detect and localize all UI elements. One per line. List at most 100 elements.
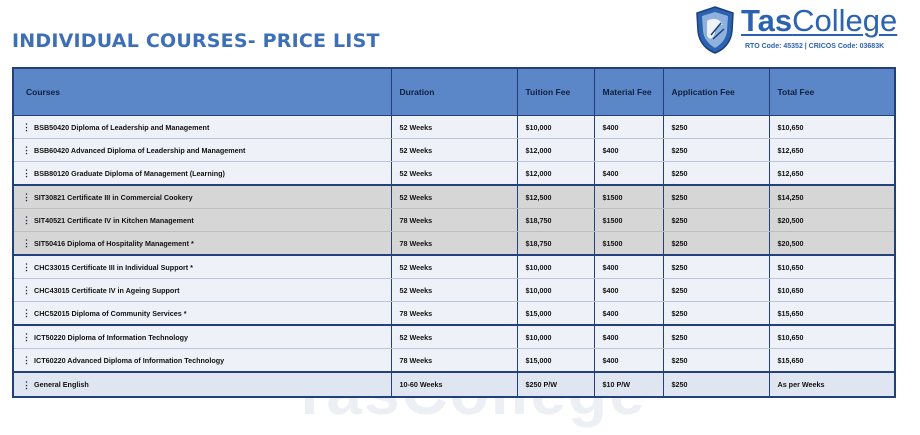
cell-tuition-fee: $15,000 <box>517 301 595 326</box>
cell-application-fee: $250 <box>663 161 770 186</box>
cell-duration: 78 Weeks <box>391 348 518 373</box>
cell-application-fee: $250 <box>663 371 770 396</box>
cell-total-fee: $10,650 <box>769 115 894 139</box>
cell-material-fee: $400 <box>594 115 664 139</box>
cell-tuition-fee: $10,000 <box>517 324 595 349</box>
table-row: ⋮ CHC33015 Certificate III in Individual … <box>14 254 894 279</box>
row-marker-icon: ⋮ <box>22 355 31 366</box>
cell-course: ⋮ ICT60220 Advanced Diploma of Informatio… <box>14 348 392 373</box>
cell-application-fee: $250 <box>663 301 770 326</box>
row-marker-icon: ⋮ <box>22 379 31 390</box>
cell-total-fee: $10,650 <box>769 324 894 349</box>
row-marker-icon: ⋮ <box>22 122 31 133</box>
cell-material-fee: $400 <box>594 301 664 326</box>
table-row: ⋮ SIT40521 Certificate IV in Kitchen Mana… <box>14 208 894 232</box>
cell-duration: 78 Weeks <box>391 231 518 256</box>
cell-total-fee: $12,650 <box>769 138 894 162</box>
logo-wordmark: TasCollege <box>741 3 898 38</box>
cell-tuition-fee: $10,000 <box>517 115 595 139</box>
column-header-courses: Courses <box>14 69 392 116</box>
course-name: CHC43015 Certificate IV in Ageing Suppor… <box>34 285 180 295</box>
cell-material-fee: $1500 <box>594 208 664 232</box>
cell-application-fee: $250 <box>663 231 770 256</box>
cell-duration: 78 Weeks <box>391 301 518 326</box>
cell-total-fee: $12,650 <box>769 161 894 186</box>
row-marker-icon: ⋮ <box>22 145 31 156</box>
course-name: BSB80120 Graduate Diploma of Management … <box>34 168 225 178</box>
cell-tuition-fee: $18,750 <box>517 208 595 232</box>
cell-duration: 52 Weeks <box>391 254 518 279</box>
cell-course: ⋮ BSB60420 Advanced Diploma of Leadership… <box>14 138 392 162</box>
cell-tuition-fee: $10,000 <box>517 278 595 302</box>
cell-course: ⋮ SIT40521 Certificate IV in Kitchen Mana… <box>14 208 392 232</box>
cell-course: ⋮ General English <box>14 371 392 396</box>
cell-application-fee: $250 <box>663 278 770 302</box>
row-marker-icon: ⋮ <box>22 262 31 273</box>
cell-course: ⋮ SIT50416 Diploma of Hospitality Managem… <box>14 231 392 256</box>
column-header-material-fee: Material Fee <box>594 69 664 116</box>
cell-application-fee: $250 <box>663 254 770 279</box>
cell-total-fee: $14,250 <box>769 184 894 209</box>
cell-duration: 52 Weeks <box>391 115 518 139</box>
course-name: BSB50420 Diploma of Leadership and Manag… <box>34 122 210 132</box>
column-header-duration: Duration <box>391 69 518 116</box>
registration-codes: RTO Code: 45352 | CRICOS Code: 03683K <box>745 43 885 50</box>
table-row: ⋮ BSB60420 Advanced Diploma of Leadership… <box>14 138 894 162</box>
course-name: ICT50220 Diploma of Information Technolo… <box>34 332 189 342</box>
cell-total-fee: $10,650 <box>769 254 894 279</box>
cell-duration: 52 Weeks <box>391 324 518 349</box>
cell-tuition-fee: $12,500 <box>517 184 595 209</box>
cell-tuition-fee: $15,000 <box>517 348 595 373</box>
table-row: ⋮ General English 10-60 Weeks $250 P/W $10 P… <box>14 371 894 396</box>
cell-application-fee: $250 <box>663 208 770 232</box>
cell-tuition-fee: $18,750 <box>517 231 595 256</box>
table-row: ⋮ CHC43015 Certificate IV in Ageing Suppo… <box>14 278 894 302</box>
course-name: General English <box>34 380 89 389</box>
cell-material-fee: $400 <box>594 254 664 279</box>
table-row: ⋮ SIT30821 Certificate III in Commercial … <box>14 184 894 209</box>
cell-course: ⋮ ICT50220 Diploma of Information Technol… <box>14 324 392 349</box>
row-marker-icon: ⋮ <box>22 238 31 249</box>
cell-application-fee: $250 <box>663 184 770 209</box>
cell-tuition-fee: $10,000 <box>517 254 595 279</box>
cell-application-fee: $250 <box>663 324 770 349</box>
cell-duration: 52 Weeks <box>391 278 518 302</box>
shield-crest-icon <box>696 6 734 54</box>
table-row: ⋮ ICT60220 Advanced Diploma of Informatio… <box>14 348 894 373</box>
row-marker-icon: ⋮ <box>22 285 31 296</box>
cell-material-fee: $400 <box>594 348 664 373</box>
cell-course: ⋮ SIT30821 Certificate III in Commercial … <box>14 184 392 209</box>
cell-total-fee: As per Weeks <box>769 371 894 396</box>
course-name: BSB60420 Advanced Diploma of Leadership … <box>34 145 246 155</box>
cell-total-fee: $15,650 <box>769 348 894 373</box>
cell-total-fee: $20,500 <box>769 208 894 232</box>
column-header-tuition-fee: Tuition Fee <box>517 69 595 116</box>
course-name: SIT50416 Diploma of Hospitality Manageme… <box>34 238 194 248</box>
row-marker-icon: ⋮ <box>22 332 31 343</box>
course-name: CHC33015 Certificate III in Individual S… <box>34 262 193 272</box>
cell-material-fee: $10 P/W <box>594 371 664 396</box>
course-name: ICT60220 Advanced Diploma of Information… <box>34 355 225 365</box>
cell-material-fee: $1500 <box>594 231 664 256</box>
cell-tuition-fee: $12,000 <box>517 138 595 162</box>
row-marker-icon: ⋮ <box>22 215 31 226</box>
course-name: SIT30821 Certificate III in Commercial C… <box>34 192 193 202</box>
cell-duration: 52 Weeks <box>391 138 518 162</box>
cell-tuition-fee: $250 P/W <box>517 371 595 396</box>
cell-duration: 52 Weeks <box>391 161 518 186</box>
column-header-total-fee: Total Fee <box>769 69 894 116</box>
cell-tuition-fee: $12,000 <box>517 161 595 186</box>
cell-application-fee: $250 <box>663 115 770 139</box>
cell-total-fee: $15,650 <box>769 301 894 326</box>
row-marker-icon: ⋮ <box>22 192 31 203</box>
college-logo: TasCollege RTO Code: 45352 | CRICOS Code… <box>693 3 903 55</box>
course-name: SIT40521 Certificate IV in Kitchen Manag… <box>34 215 194 225</box>
cell-duration: 52 Weeks <box>391 184 518 209</box>
cell-total-fee: $20,500 <box>769 231 894 256</box>
column-header-application-fee: Application Fee <box>663 69 770 116</box>
cell-course: ⋮ CHC52015 Diploma of Community Services … <box>14 301 392 326</box>
cell-total-fee: $10,650 <box>769 278 894 302</box>
table-row: ⋮ ICT50220 Diploma of Information Technol… <box>14 324 894 349</box>
cell-application-fee: $250 <box>663 138 770 162</box>
price-table: Courses Duration Tuition Fee Material Fe… <box>12 67 896 398</box>
